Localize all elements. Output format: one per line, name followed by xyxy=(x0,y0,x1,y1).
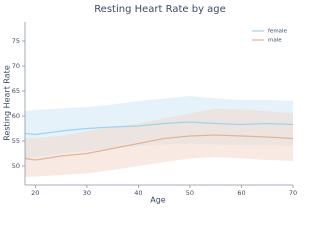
x-tick-label: 60 xyxy=(237,189,245,197)
x-tick-label: 20 xyxy=(31,189,39,197)
y-tick-label: 50 xyxy=(12,162,20,170)
chart-title: Resting Heart Rate by age xyxy=(94,4,226,15)
chart: Resting Heart Rate by age Age Resting He… xyxy=(3,4,298,205)
y-tick-label: 55 xyxy=(12,137,20,145)
x-tick-label: 50 xyxy=(186,189,194,197)
y-tick-label: 65 xyxy=(12,87,20,95)
legend-label: male xyxy=(268,38,282,44)
line xyxy=(24,134,294,161)
page: {"chart_data": {"type": "line", "title":… xyxy=(2,4,298,205)
y-tick-label: 75 xyxy=(12,37,20,45)
x-tick-label: 30 xyxy=(83,189,91,197)
confidence-band xyxy=(25,108,293,177)
x-tick-label: 40 xyxy=(134,189,142,197)
legend-label: female xyxy=(268,29,288,35)
y-axis-label: Resting Heart Rate xyxy=(3,65,12,141)
y-tick-label: 70 xyxy=(12,62,20,70)
x-axis-label: Age xyxy=(150,196,166,205)
x-tick-label: 70 xyxy=(289,189,297,197)
line xyxy=(24,121,294,136)
y-tick-label: 60 xyxy=(12,112,20,120)
